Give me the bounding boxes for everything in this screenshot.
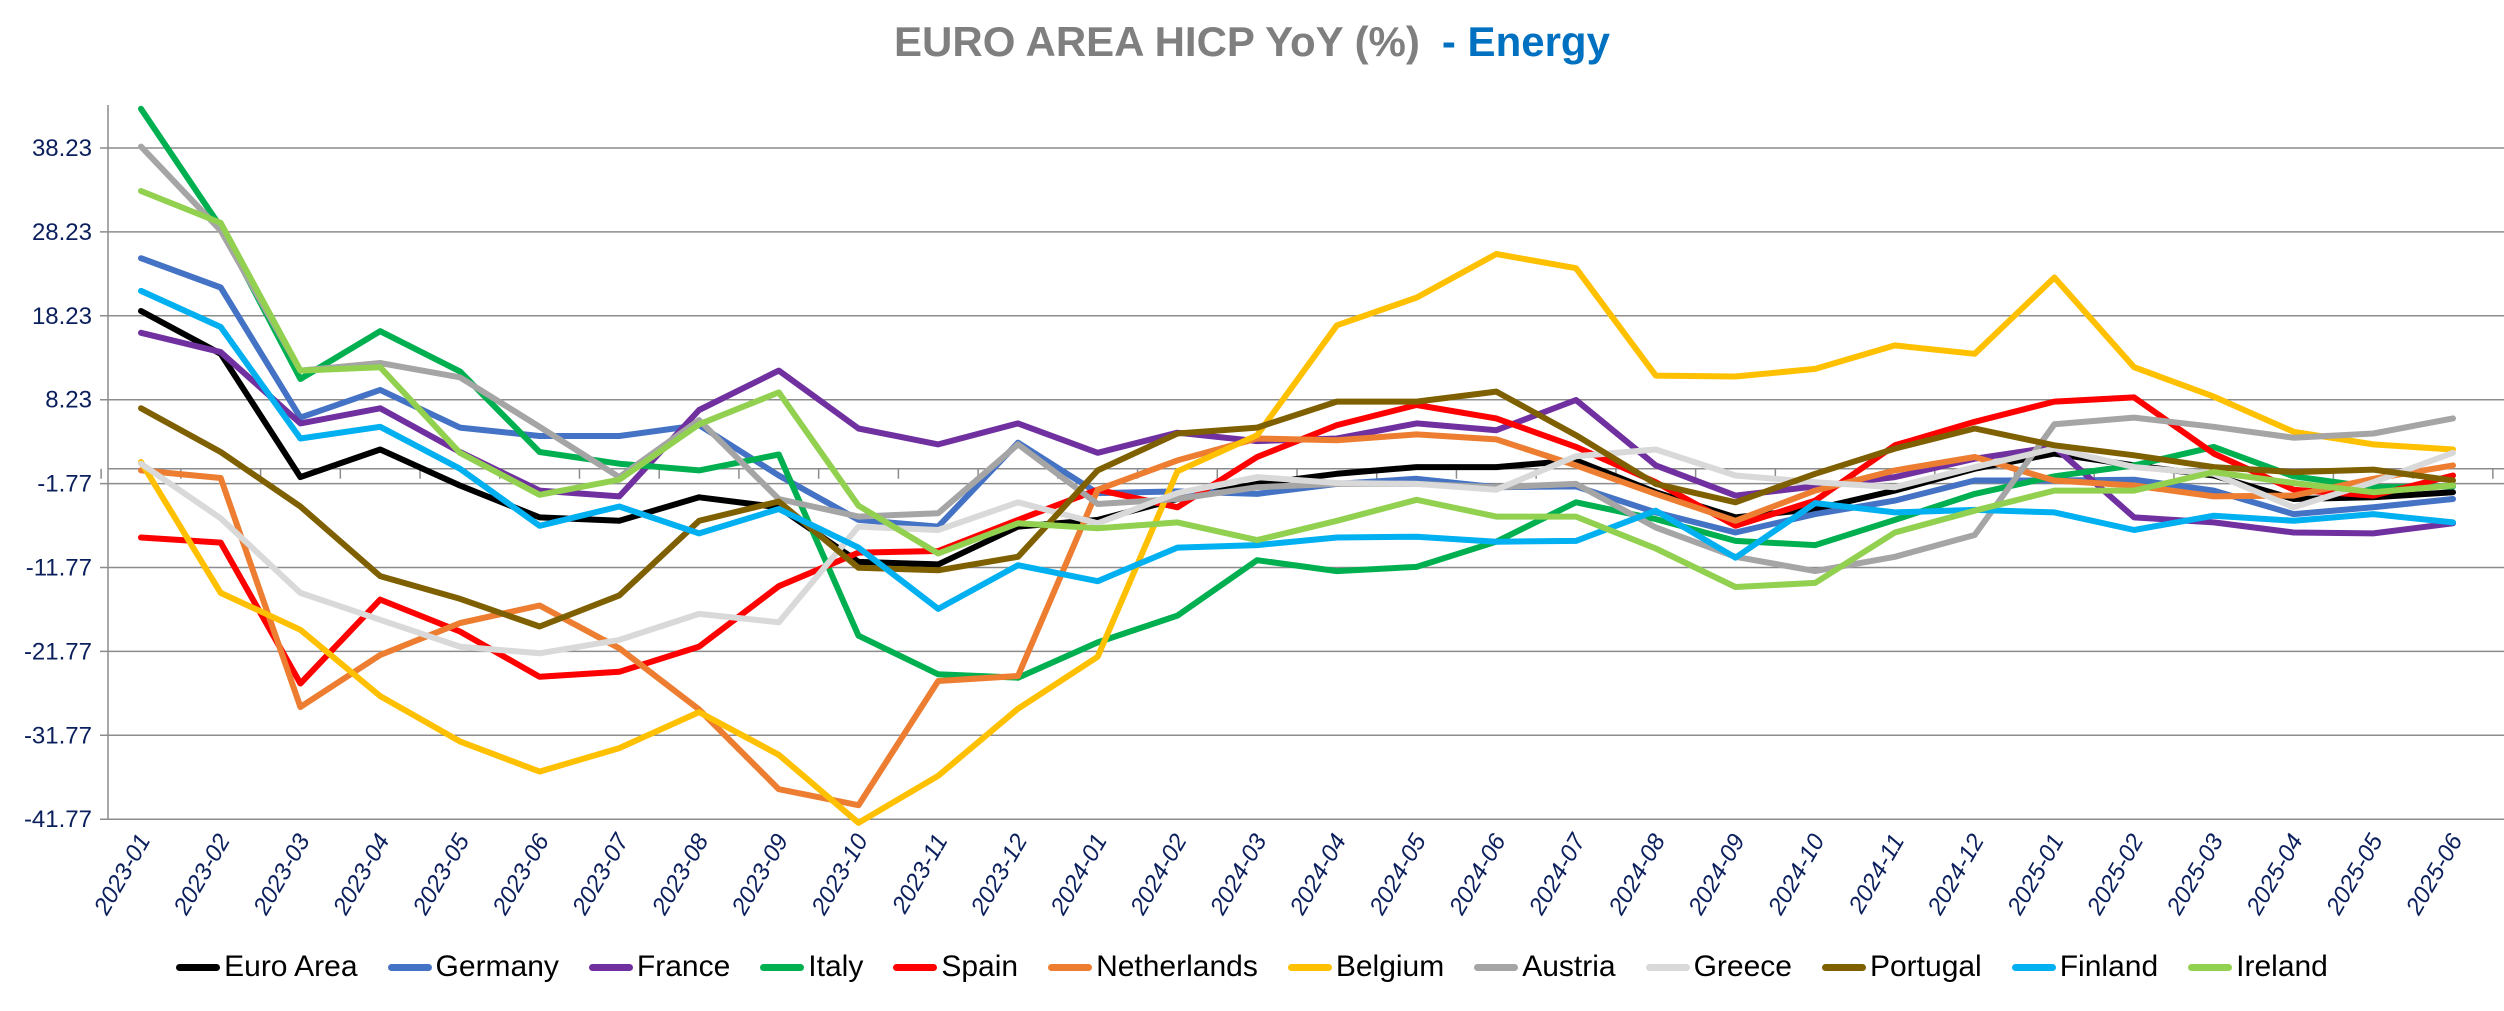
legend-swatch xyxy=(1645,963,1690,971)
legend-label: Germany xyxy=(435,950,559,983)
legend-swatch xyxy=(1474,963,1519,971)
legend-item-ireland: Ireland xyxy=(2188,950,2328,984)
x-tick-label: 2023-10 xyxy=(806,829,874,920)
legend-label: Greece xyxy=(1693,950,1792,983)
x-tick-label: 2024-04 xyxy=(1284,830,1352,921)
legend-label: Austria xyxy=(1522,950,1616,983)
x-tick-label: 2023-02 xyxy=(168,830,236,921)
x-tick-label: 2023-03 xyxy=(248,829,316,920)
legend-swatch xyxy=(2011,963,2056,971)
y-tick-label: 8.23 xyxy=(45,387,92,414)
legend-swatch xyxy=(893,963,938,971)
legend-item-germany: Germany xyxy=(387,950,559,984)
legend-label: Portugal xyxy=(1869,950,1982,983)
legend-item-portugal: Portugal xyxy=(1821,950,1982,984)
legend: Euro Area Germany France Italy Spain Netherla… xyxy=(0,950,2504,984)
x-tick-label: 2024-08 xyxy=(1603,829,1671,920)
legend-label: Finland xyxy=(2059,950,2159,983)
legend-swatch xyxy=(1048,963,1093,971)
legend-item-italy: Italy xyxy=(760,950,863,984)
legend-item-greece: Greece xyxy=(1645,950,1792,984)
legend-swatch xyxy=(176,963,221,971)
chart-title-suffix: - Energy xyxy=(1441,18,1610,65)
legend-swatch xyxy=(588,963,633,971)
x-tick-label: 2024-07 xyxy=(1523,828,1592,920)
series-lines xyxy=(138,105,2456,826)
y-tick-label: -11.77 xyxy=(26,555,92,582)
x-tick-label: 2023-05 xyxy=(407,829,475,920)
y-tick-label: 18.23 xyxy=(32,303,92,330)
x-tick-label: 2023-11 xyxy=(886,830,953,919)
legend-swatch xyxy=(387,963,432,971)
x-tick-label: 2023-09 xyxy=(726,830,794,921)
legend-label: Netherlands xyxy=(1096,950,1258,983)
line-chart: 38.23 28.23 18.23 8.23 -1.77 -11.77 -21.77 -31.… xyxy=(24,105,2504,920)
legend-label: Italy xyxy=(808,950,864,983)
legend-swatch xyxy=(1821,963,1866,971)
x-tick-label: 2024-06 xyxy=(1444,829,1512,920)
legend-swatch xyxy=(2188,963,2233,971)
x-tick-label: 2024-05 xyxy=(1364,829,1432,920)
legend-swatch xyxy=(760,963,805,971)
x-tick-label: 2023-01 xyxy=(88,830,156,921)
x-tick-label: 2024-12 xyxy=(1922,830,1990,921)
series-line-netherlands xyxy=(138,431,2456,809)
x-tick-label: 2023-06 xyxy=(487,829,555,920)
x-tick-label: 2023-08 xyxy=(646,829,714,920)
legend-label: Belgium xyxy=(1335,950,1445,983)
x-tick-label: 2024-03 xyxy=(1204,829,1272,920)
series-line-belgium xyxy=(138,251,2456,826)
x-tick-label: 2024-02 xyxy=(1125,830,1193,921)
legend-label: Spain xyxy=(941,950,1019,983)
y-tick-label: 28.23 xyxy=(32,219,92,246)
x-tick-label: 2024-01 xyxy=(1045,830,1113,921)
series-line-portugal xyxy=(138,388,2456,630)
legend-swatch xyxy=(1287,963,1332,971)
legend-item-belgium: Belgium xyxy=(1287,950,1445,984)
series-line-finland xyxy=(138,287,2456,612)
x-axis-tick-labels: 2023-01 2023-02 2023-03 2023-04 2023-05 2023-… xyxy=(88,828,2468,920)
series-line-austria xyxy=(138,143,2456,575)
x-tick-label: 2024-11 xyxy=(1843,830,1910,919)
series-line-ireland xyxy=(138,188,2456,590)
x-tick-label: 2025-05 xyxy=(2321,829,2389,920)
legend-item-euro-area: Euro Area xyxy=(176,950,358,984)
legend-item-finland: Finland xyxy=(2011,950,2159,984)
chart-title-main: EURO AREA HICP YoY (%) xyxy=(894,18,1420,65)
y-tick-label: -21.77 xyxy=(24,638,92,665)
x-tick-label: 2025-02 xyxy=(2081,830,2149,921)
y-tick-label: 38.23 xyxy=(32,135,92,162)
y-axis-tick-labels: 38.23 28.23 18.23 8.23 -1.77 -11.77 -21.77 -31.… xyxy=(24,135,92,833)
legend-label: Ireland xyxy=(2236,950,2328,983)
legend-label: Euro Area xyxy=(224,950,358,983)
y-tick-label: -1.77 xyxy=(37,471,92,498)
legend-item-spain: Spain xyxy=(893,950,1018,984)
legend-item-france: France xyxy=(588,950,731,984)
x-tick-label: 2025-01 xyxy=(2002,830,2070,921)
x-tick-label: 2024-10 xyxy=(1762,829,1830,920)
x-tick-label: 2025-03 xyxy=(2161,829,2229,920)
x-tick-label: 2025-04 xyxy=(2241,830,2309,921)
series-line-italy xyxy=(138,105,2456,681)
x-tick-label: 2025-06 xyxy=(2400,829,2468,920)
series-line-greece xyxy=(138,445,2456,657)
y-tick-label: -41.77 xyxy=(24,806,92,833)
x-tick-label: 2023-07 xyxy=(567,828,636,920)
y-tick-label: -31.77 xyxy=(24,722,92,749)
legend-item-austria: Austria xyxy=(1474,950,1616,984)
x-tick-label: 2023-04 xyxy=(327,830,395,921)
legend-item-netherlands: Netherlands xyxy=(1048,950,1258,984)
chart-title: EURO AREA HICP YoY (%) - Energy xyxy=(0,18,2504,66)
x-tick-label: 2024-09 xyxy=(1683,830,1751,921)
legend-label: France xyxy=(636,950,731,983)
x-tick-label: 2023-12 xyxy=(965,830,1033,921)
